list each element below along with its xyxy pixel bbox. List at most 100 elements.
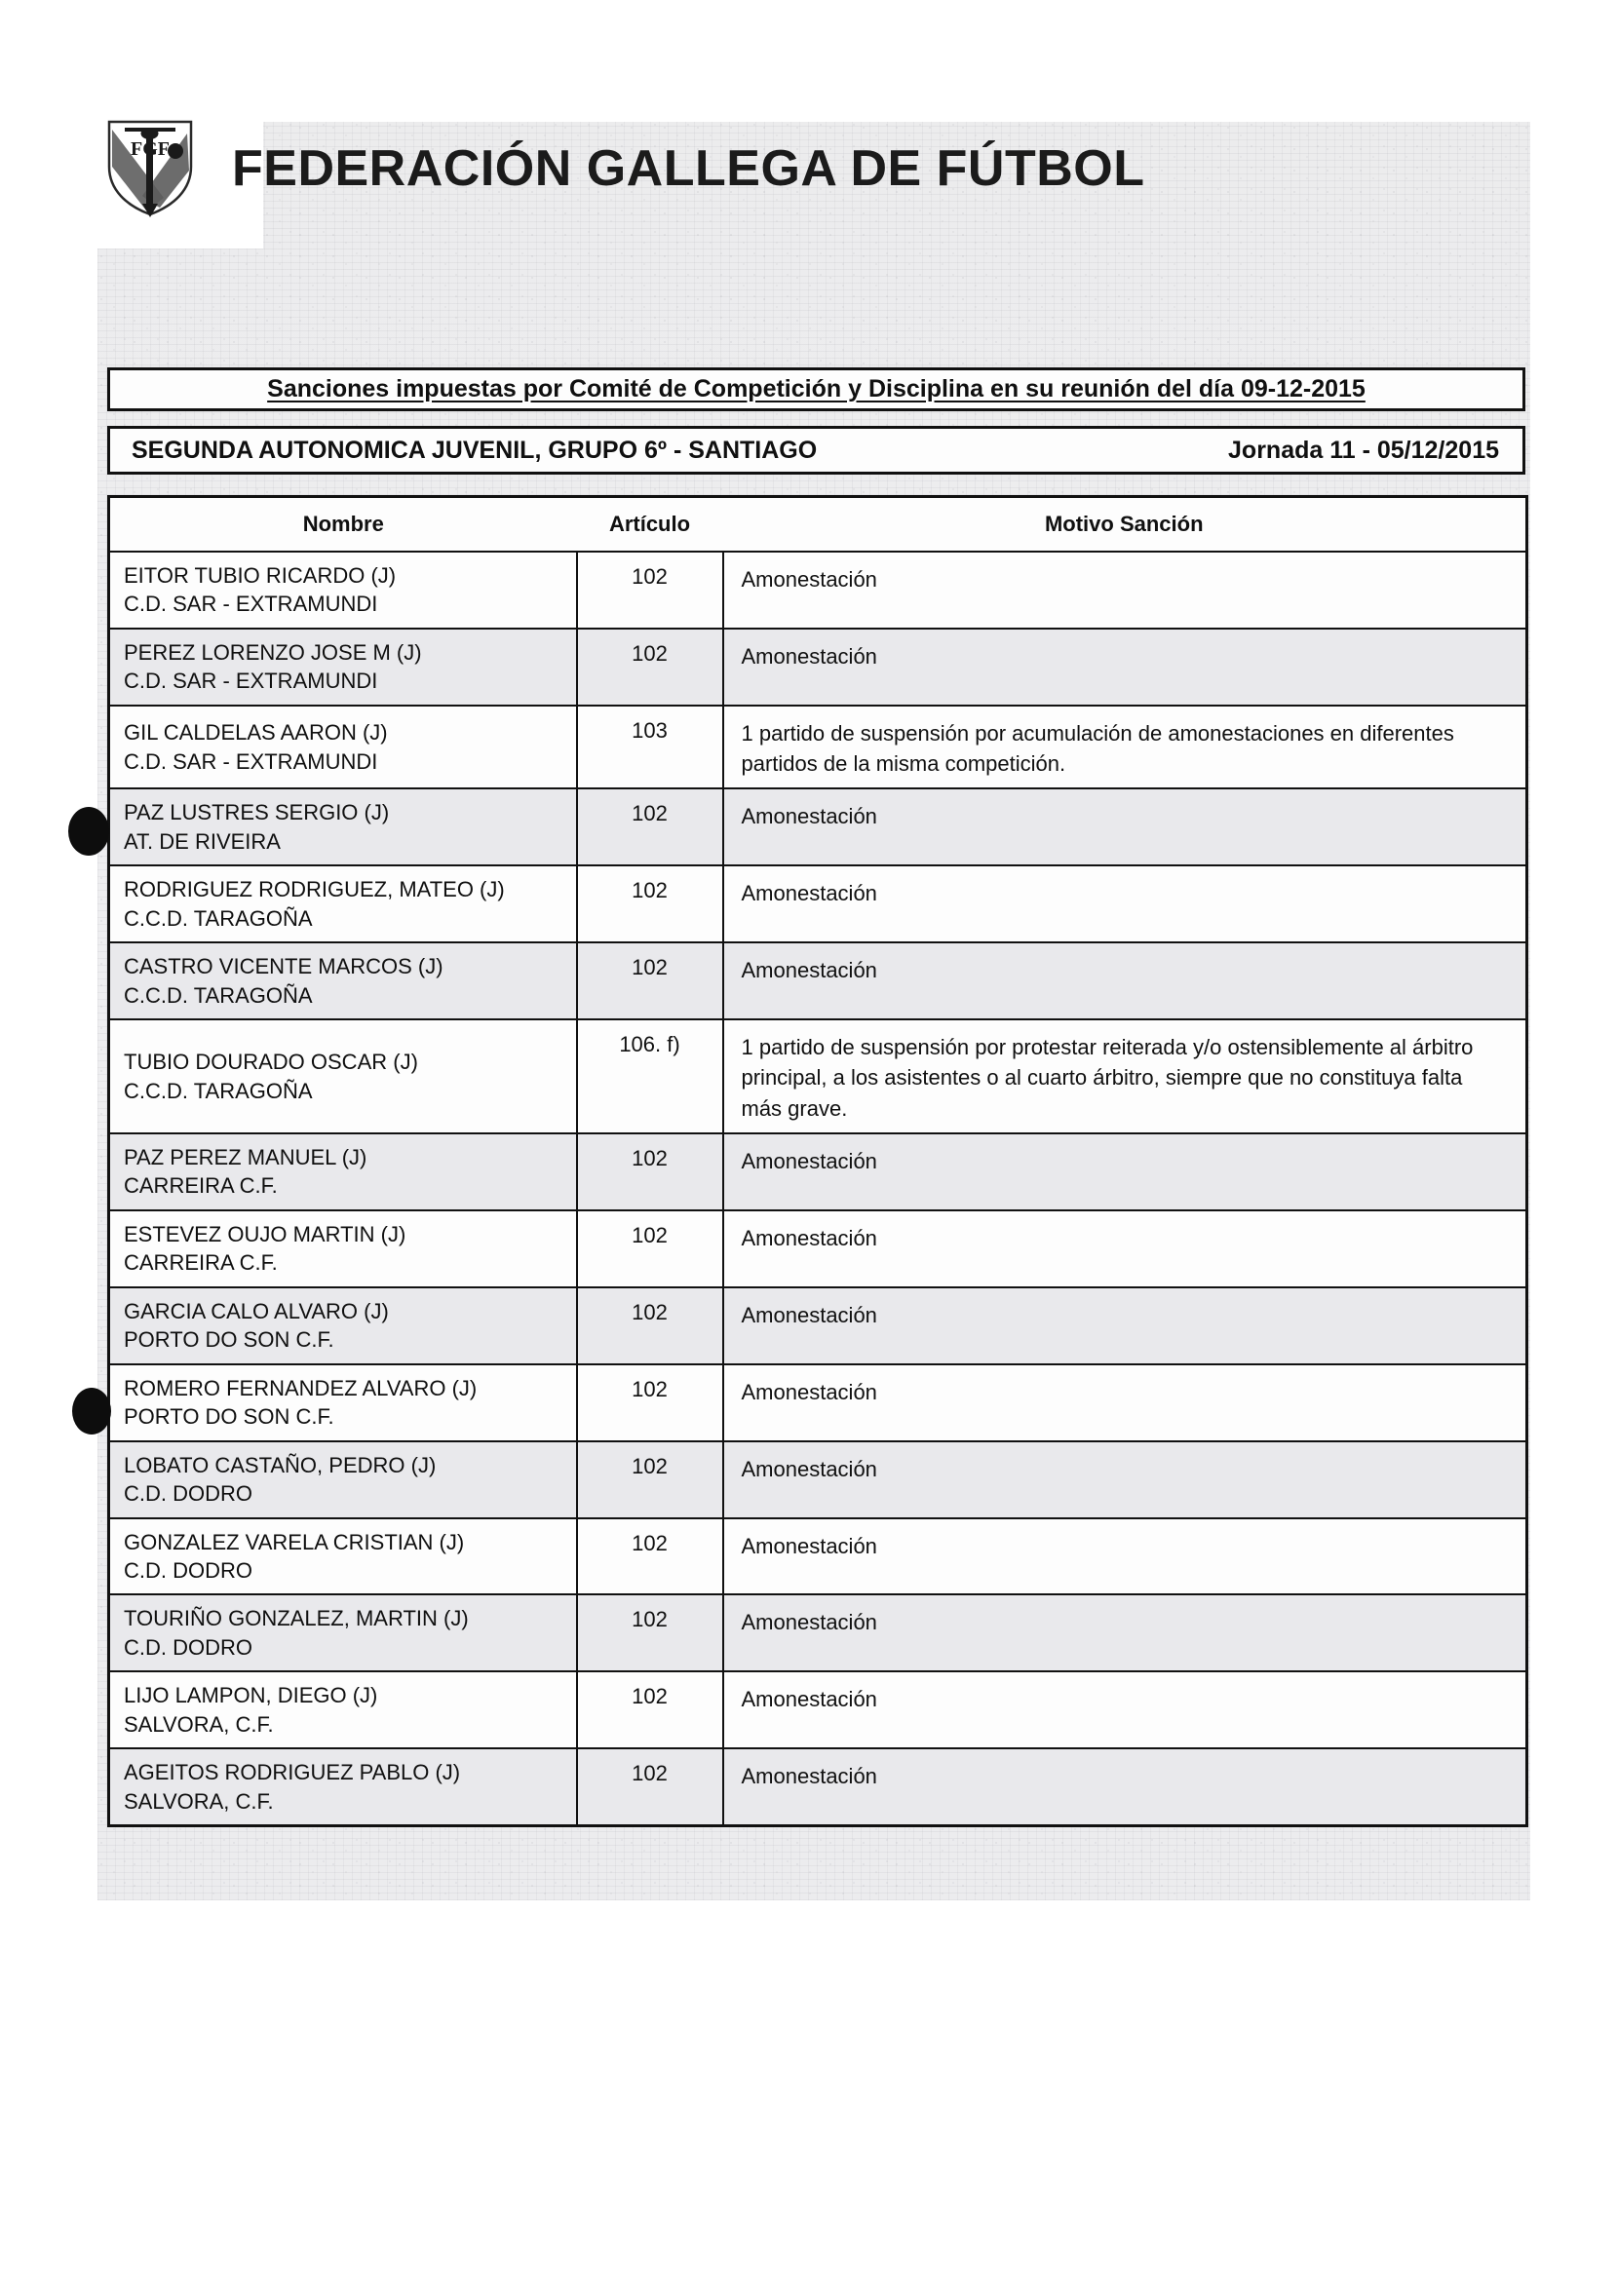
cell-nombre: PAZ LUSTRES SERGIO (J) AT. DE RIVEIRA (107, 787, 578, 867)
club-name: C.D. DODRO (124, 1481, 252, 1507)
cell-articulo: 102 (575, 941, 724, 1021)
cell-articulo: 106. f) (575, 1018, 724, 1134)
cell-nombre: GONZALEZ VARELA CRISTIAN (J) C.D. DODRO (107, 1516, 578, 1596)
column-header-motivo-sancion: Motivo Sanción (722, 495, 1528, 553)
cell-articulo: 102 (575, 1439, 724, 1519)
player-name: GONZALEZ VARELA CRISTIAN (J) (124, 1529, 465, 1554)
cell-motivo-sancion: Amonestación (721, 1747, 1528, 1828)
cell-articulo: 102 (575, 787, 724, 867)
table-row: CASTRO VICENTE MARCOS (J) C.C.D. TARAGOÑA… (107, 941, 1528, 1021)
club-name: C.D. SAR - EXTRAMUNDI (124, 592, 378, 617)
table-row: TOURIÑO GONZALEZ, MARTIN (J) C.D. DODRO 10… (107, 1593, 1528, 1673)
column-header-articulo: Artículo (576, 495, 723, 553)
club-name: SALVORA, C.F. (124, 1711, 274, 1737)
table-row: PAZ PEREZ MANUEL (J) CARREIRA C.F. 102 Amon… (107, 1131, 1528, 1211)
club-name: C.D. DODRO (124, 1634, 252, 1660)
table-row: AGEITOS RODRIGUEZ PABLO (J) SALVORA, C.F.… (107, 1747, 1528, 1828)
cell-articulo: 103 (575, 704, 724, 790)
cell-nombre: EITOR TUBIO RICARDO (J) C.D. SAR - EXTRAM… (107, 551, 578, 630)
club-name: C.C.D. TARAGOÑA (124, 1078, 313, 1103)
table-row: GONZALEZ VARELA CRISTIAN (J) C.D. DODRO 10… (107, 1516, 1528, 1596)
cell-articulo: 102 (575, 1593, 724, 1673)
player-name: PEREZ LORENZO JOSE M (J) (124, 639, 422, 665)
cell-motivo-sancion: Amonestación (721, 1131, 1528, 1211)
cell-articulo: 102 (575, 1670, 724, 1750)
club-name: C.D. SAR - EXTRAMUNDI (124, 669, 378, 694)
player-name: TUBIO DOURADO OSCAR (J) (124, 1050, 418, 1075)
cell-nombre: TOURIÑO GONZALEZ, MARTIN (J) C.D. DODRO (107, 1593, 578, 1673)
club-name: C.C.D. TARAGOÑA (124, 982, 313, 1008)
player-name: LIJO LAMPON, DIEGO (J) (124, 1683, 378, 1708)
table-body: EITOR TUBIO RICARDO (J) C.D. SAR - EXTRAM… (107, 551, 1528, 1828)
club-name: C.C.D. TARAGOÑA (124, 905, 313, 931)
cell-nombre: AGEITOS RODRIGUEZ PABLO (J) SALVORA, C.F. (107, 1747, 578, 1828)
table-row: LOBATO CASTAÑO, PEDRO (J) C.D. DODRO 102 Am… (107, 1439, 1528, 1519)
player-name: LOBATO CASTAÑO, PEDRO (J) (124, 1452, 437, 1477)
cell-nombre: TUBIO DOURADO OSCAR (J) C.C.D. TARAGOÑA (107, 1018, 578, 1134)
cell-nombre: GIL CALDELAS AARON (J) C.D. SAR - EXTRAMU… (107, 704, 578, 790)
club-name: CARREIRA C.F. (124, 1250, 278, 1276)
club-name: SALVORA, C.F. (124, 1788, 274, 1814)
cell-articulo: 102 (575, 1362, 724, 1442)
table-head: Nombre Artículo Motivo Sanción (107, 495, 1528, 553)
cell-articulo: 102 (575, 1285, 724, 1365)
player-name: EITOR TUBIO RICARDO (J) (124, 563, 397, 588)
cell-articulo: 102 (575, 1516, 724, 1596)
table-row: PEREZ LORENZO JOSE M (J) C.D. SAR - EXTRA… (107, 627, 1528, 707)
cell-articulo: 102 (575, 627, 724, 707)
cell-articulo: 102 (575, 1208, 724, 1288)
cell-articulo: 102 (575, 864, 724, 944)
table-header-row: Nombre Artículo Motivo Sanción (107, 495, 1528, 553)
document-masthead: FGF FEDERACIÓN GALLEGA DE FÚTBOL (97, 115, 1365, 222)
svg-text:FGF: FGF (131, 138, 170, 160)
cell-motivo-sancion: Amonestación (721, 1593, 1528, 1673)
club-name: C.D. DODRO (124, 1558, 252, 1584)
table-row: GIL CALDELAS AARON (J) C.D. SAR - EXTRAMU… (107, 704, 1528, 790)
cell-motivo-sancion: Amonestación (721, 1208, 1528, 1288)
club-name: PORTO DO SON C.F. (124, 1327, 334, 1353)
player-name: CASTRO VICENTE MARCOS (J) (124, 954, 443, 979)
competition-name: SEGUNDA AUTONOMICA JUVENIL, GRUPO 6º - S… (132, 436, 818, 464)
cell-motivo-sancion: 1 partido de suspensión por protestar re… (721, 1018, 1528, 1134)
table-row: ROMERO FERNANDEZ ALVARO (J) PORTO DO SON … (107, 1362, 1528, 1442)
cell-motivo-sancion: Amonestación (721, 864, 1528, 944)
competition-matchday: Jornada 11 - 05/12/2015 (1228, 436, 1499, 464)
cell-motivo-sancion: 1 partido de suspensión por acumulación … (721, 704, 1528, 790)
cell-nombre: LOBATO CASTAÑO, PEDRO (J) C.D. DODRO (107, 1439, 578, 1519)
table-row: EITOR TUBIO RICARDO (J) C.D. SAR - EXTRAM… (107, 551, 1528, 630)
player-name: PAZ LUSTRES SERGIO (J) (124, 800, 390, 825)
player-name: ESTEVEZ OUJO MARTIN (J) (124, 1221, 406, 1246)
hole-punch-mark (68, 807, 109, 856)
table-row: LIJO LAMPON, DIEGO (J) SALVORA, C.F. 102 Am… (107, 1670, 1528, 1750)
player-name: PAZ PEREZ MANUEL (J) (124, 1144, 367, 1169)
fgf-shield-crest-icon: FGF (107, 120, 193, 217)
cell-motivo-sancion: Amonestación (721, 1362, 1528, 1442)
column-header-nombre: Nombre (107, 495, 577, 553)
cell-articulo: 102 (575, 1131, 724, 1211)
sanctions-banner: Sanciones impuestas por Comité de Compet… (107, 367, 1525, 411)
cell-nombre: LIJO LAMPON, DIEGO (J) SALVORA, C.F. (107, 1670, 578, 1750)
cell-motivo-sancion: Amonestación (721, 551, 1528, 630)
club-name: CARREIRA C.F. (124, 1173, 278, 1199)
club-name: AT. DE RIVEIRA (124, 828, 281, 854)
player-name: GIL CALDELAS AARON (J) (124, 720, 388, 746)
cell-motivo-sancion: Amonestación (721, 1439, 1528, 1519)
table-row: ESTEVEZ OUJO MARTIN (J) CARREIRA C.F. 102 A… (107, 1208, 1528, 1288)
cell-nombre: GARCIA CALO ALVARO (J) PORTO DO SON C.F. (107, 1285, 578, 1365)
cell-motivo-sancion: Amonestación (721, 787, 1528, 867)
cell-nombre: ROMERO FERNANDEZ ALVARO (J) PORTO DO SON … (107, 1362, 578, 1442)
player-name: TOURIÑO GONZALEZ, MARTIN (J) (124, 1606, 469, 1631)
hole-punch-mark (72, 1388, 111, 1435)
cell-nombre: PAZ PEREZ MANUEL (J) CARREIRA C.F. (107, 1131, 578, 1211)
sanctions-table: Nombre Artículo Motivo Sanción EITOR TUB… (107, 495, 1528, 1828)
cell-nombre: RODRIGUEZ RODRIGUEZ, MATEO (J) C.C.D. TAR… (107, 864, 578, 944)
cell-nombre: PEREZ LORENZO JOSE M (J) C.D. SAR - EXTRA… (107, 627, 578, 707)
cell-nombre: ESTEVEZ OUJO MARTIN (J) CARREIRA C.F. (107, 1208, 578, 1288)
competition-header: SEGUNDA AUTONOMICA JUVENIL, GRUPO 6º - S… (107, 426, 1525, 475)
player-name: GARCIA CALO ALVARO (J) (124, 1298, 389, 1323)
cell-motivo-sancion: Amonestación (721, 1516, 1528, 1596)
table-row: PAZ LUSTRES SERGIO (J) AT. DE RIVEIRA 102 A… (107, 787, 1528, 867)
sanctions-banner-text: Sanciones impuestas por Comité de Compet… (267, 375, 1366, 402)
table-row: RODRIGUEZ RODRIGUEZ, MATEO (J) C.C.D. TAR… (107, 864, 1528, 944)
